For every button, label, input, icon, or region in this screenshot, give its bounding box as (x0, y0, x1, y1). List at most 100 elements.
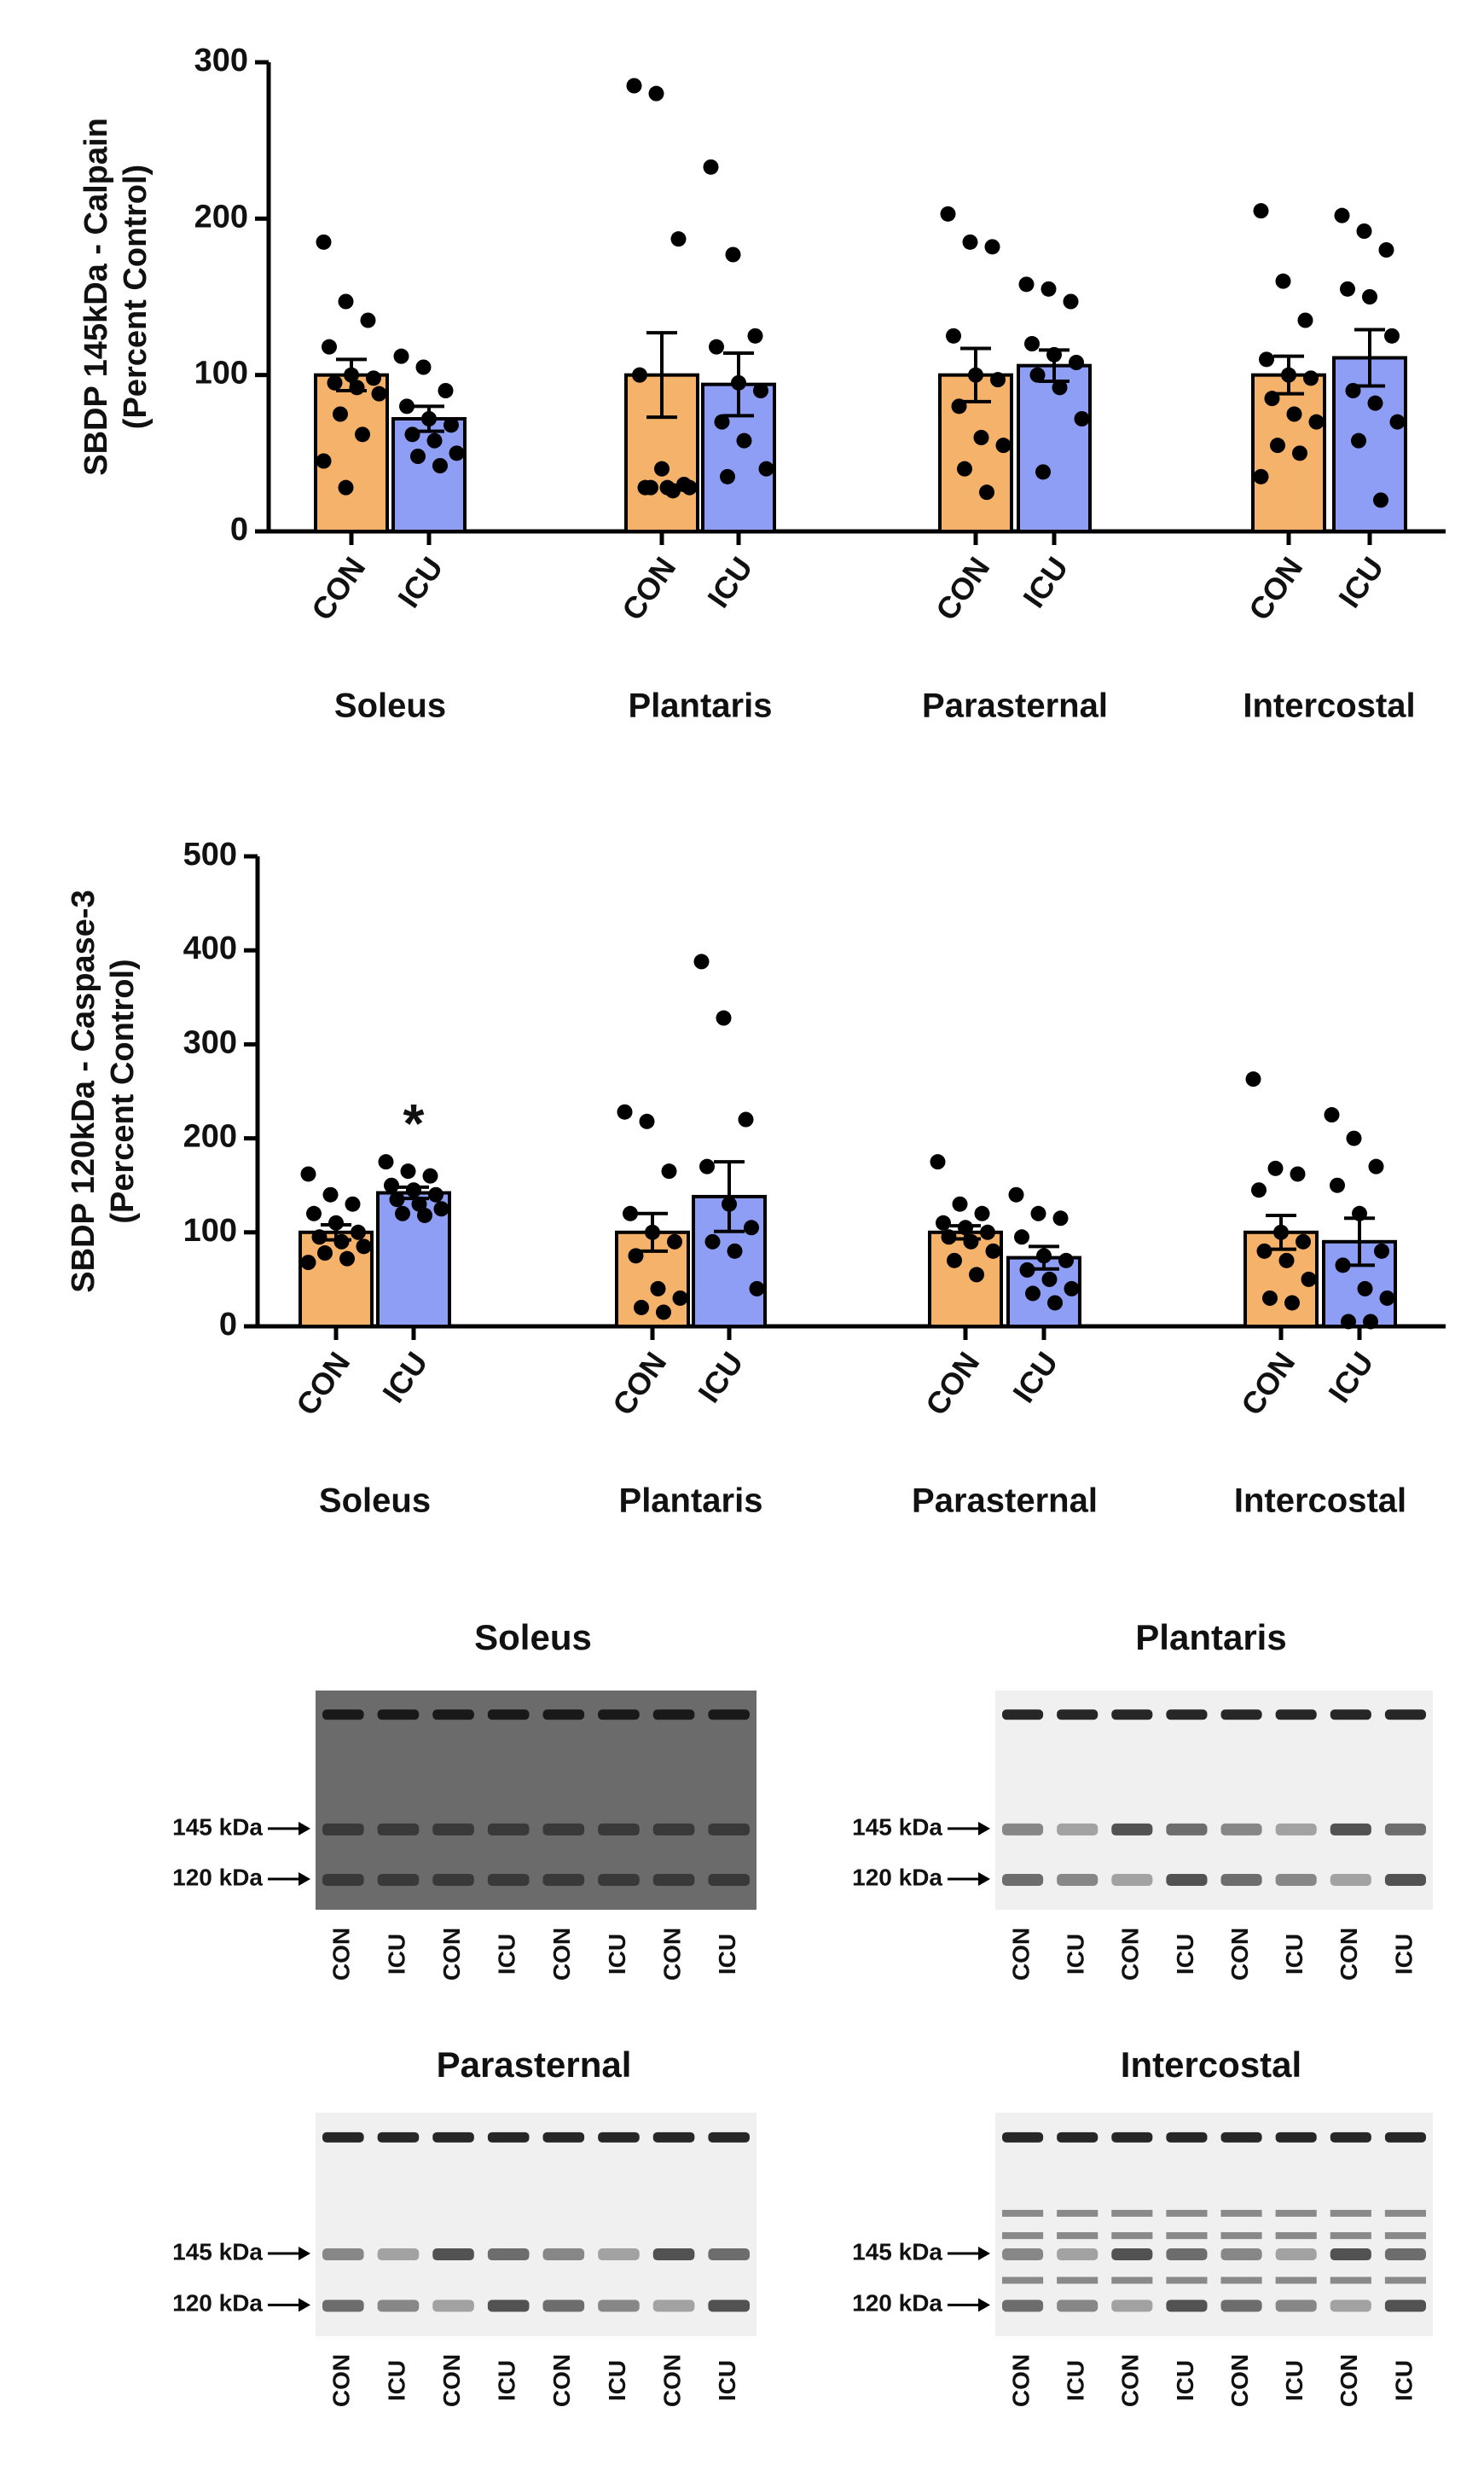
blot-band (377, 2300, 420, 2312)
lane-label: CON (328, 1928, 355, 1981)
group-label: Plantaris (629, 687, 773, 725)
data-point (389, 1192, 405, 1208)
blot-band (542, 2132, 585, 2143)
data-point (317, 1245, 333, 1262)
data-point (1362, 289, 1377, 304)
data-point (1052, 1210, 1069, 1227)
blot-band (432, 1709, 474, 1720)
data-point (681, 479, 698, 496)
blot-band (1002, 2132, 1044, 2143)
data-point (1030, 1205, 1046, 1221)
blot-band (1275, 2132, 1317, 2143)
blot-band (1166, 1874, 1208, 1887)
marker-arrowhead (299, 1872, 310, 1887)
data-point (995, 438, 1012, 454)
blot-band (432, 2132, 474, 2143)
data-point (626, 78, 642, 94)
lane-label: CON (438, 2354, 465, 2407)
data-point (946, 328, 961, 344)
lane-label: CON (548, 2354, 575, 2407)
blot-band (432, 1823, 474, 1836)
blot-band (542, 1823, 585, 1836)
data-point (328, 1215, 344, 1231)
lane-label: ICU (714, 1934, 740, 1975)
blot-band (708, 2300, 750, 2312)
significance-marker: * (403, 1093, 425, 1154)
x-tick-label: CON (289, 1346, 357, 1422)
blot-band (1002, 2232, 1044, 2240)
blot-band (377, 1823, 420, 1836)
data-point (645, 1224, 660, 1240)
data-point (1352, 1205, 1367, 1221)
data-point (344, 367, 359, 383)
blot-band (1220, 2248, 1262, 2261)
blot-band (1111, 2209, 1153, 2217)
data-point (1368, 1158, 1384, 1174)
lane-label: CON (1007, 1928, 1034, 1981)
blot-band (1166, 1823, 1208, 1836)
data-point (947, 1252, 962, 1268)
data-point (415, 359, 432, 375)
blot-band (1220, 2276, 1262, 2284)
data-point (443, 417, 459, 433)
data-point (699, 1158, 715, 1174)
blot-band (1166, 2232, 1208, 2240)
data-point (665, 483, 681, 499)
blot-band (1384, 2132, 1426, 2143)
data-point (404, 426, 420, 443)
group-label: Intercostal (1234, 1482, 1406, 1520)
y-tick-label: 200 (194, 199, 248, 235)
blot-band (1220, 1874, 1262, 1887)
data-point (957, 461, 972, 477)
data-point (1341, 1314, 1356, 1330)
group-label: Soleus (319, 1482, 431, 1520)
blot-band (708, 1709, 750, 1720)
data-point (360, 312, 376, 328)
data-point (417, 1207, 432, 1223)
x-tick-label: ICU (375, 1346, 434, 1409)
y-tick-label: 500 (183, 837, 237, 873)
blot-band (652, 2300, 695, 2312)
marker-arrowhead (299, 1821, 310, 1836)
blot-band (708, 2248, 750, 2261)
data-point (963, 1233, 979, 1250)
data-point (958, 1220, 973, 1236)
data-point (661, 1163, 677, 1180)
blot-band (1057, 1709, 1099, 1720)
data-point (322, 1186, 339, 1203)
data-point (984, 239, 1000, 255)
blot-band (1057, 2132, 1099, 2143)
data-point (670, 231, 687, 247)
blot-band (1384, 1709, 1426, 1720)
lane-label: ICU (1281, 2360, 1307, 2401)
blot-band (1275, 2276, 1317, 2284)
blot-band (598, 2132, 640, 2143)
data-point (1275, 273, 1291, 289)
marker-label: 145 kDa (852, 1813, 942, 1840)
data-point (300, 1255, 316, 1271)
data-point (1356, 223, 1372, 239)
data-point (433, 1201, 449, 1217)
data-point (366, 370, 381, 386)
data-point (327, 374, 343, 391)
x-tick-label: CON (929, 551, 996, 627)
group-label: Parasternal (912, 1482, 1098, 1520)
data-point (974, 1205, 990, 1221)
x-tick-label: CON (919, 1346, 986, 1422)
blot-band (1111, 2300, 1153, 2312)
data-point (749, 1280, 765, 1296)
lane-label: CON (1007, 2354, 1034, 2407)
data-point (623, 1205, 638, 1221)
data-point (703, 159, 719, 175)
blot-band (542, 1709, 585, 1720)
blot-band (1166, 1709, 1208, 1720)
blot-band (1002, 2209, 1044, 2217)
group-label: Plantaris (619, 1482, 763, 1520)
data-point (940, 206, 956, 222)
data-point (384, 1177, 399, 1193)
data-point (656, 1304, 671, 1320)
lane-label: ICU (1390, 1934, 1417, 1975)
lane-label: CON (1117, 2354, 1144, 2407)
blot-band (1275, 2209, 1317, 2217)
blot-band (1057, 2232, 1099, 2240)
